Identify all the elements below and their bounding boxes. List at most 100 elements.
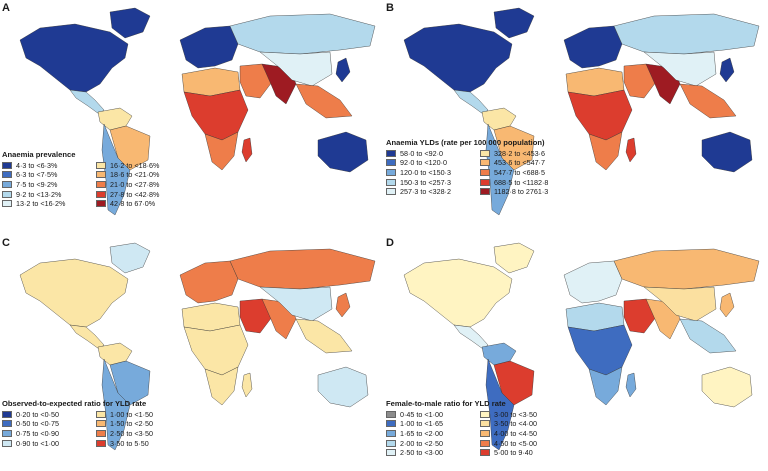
legend-swatch bbox=[480, 430, 490, 438]
region-north-america bbox=[403, 23, 513, 93]
legend-swatch bbox=[386, 439, 396, 447]
region-south-america-south bbox=[101, 358, 131, 451]
legend-item: 453·6 to <547·7 bbox=[480, 158, 570, 168]
legend-swatch bbox=[96, 161, 106, 169]
legend-item: 3·50 to <4·00 bbox=[480, 419, 570, 429]
legend-swatch bbox=[2, 420, 12, 428]
region-africa-south bbox=[588, 366, 623, 406]
legend-swatch bbox=[96, 181, 106, 189]
legend-label: 2·50 to <3·00 bbox=[400, 448, 443, 458]
region-central-america bbox=[69, 89, 105, 115]
region-north-america bbox=[19, 23, 129, 93]
legend-label: 4·3 to <6·3% bbox=[16, 160, 58, 170]
legend-item: 0·50 to <0·75 bbox=[2, 419, 92, 429]
world-map bbox=[403, 242, 760, 451]
legend-item: 328·2 to <453·6 bbox=[480, 149, 570, 159]
legend-swatch bbox=[96, 190, 106, 198]
legend: Anaemia YLDs (rate per 100 000 populatio… bbox=[386, 138, 570, 197]
legend-swatch bbox=[480, 159, 490, 167]
legend-swatch bbox=[386, 188, 396, 196]
legend-label: 92·0 to <120·0 bbox=[400, 158, 447, 168]
legend-swatch bbox=[96, 420, 106, 428]
legend-swatch bbox=[386, 449, 396, 457]
panel-letter: D bbox=[386, 237, 394, 249]
region-europe bbox=[179, 25, 239, 69]
legend-item: 6·3 to <7·5% bbox=[2, 170, 92, 180]
region-southeast-asia bbox=[679, 83, 737, 119]
region-sub-saharan-africa bbox=[183, 89, 249, 141]
region-sub-saharan-africa bbox=[567, 324, 633, 376]
legend: Female-to-male ratio for YLD rate 0·45 to… bbox=[386, 399, 570, 458]
legend-swatch bbox=[480, 439, 490, 447]
legend-label: 1·50 to <2·50 bbox=[110, 419, 153, 429]
legend-item: 92·0 to <120·0 bbox=[386, 158, 476, 168]
legend-grid: 58·0 to <92·0 92·0 to <120·0 120·0 to <150… bbox=[386, 149, 570, 197]
legend-item: 3·00 to <3·50 bbox=[480, 410, 570, 420]
legend-item: 150·3 to <257·3 bbox=[386, 177, 476, 187]
legend-label: 4·00 to <4·50 bbox=[494, 428, 537, 438]
map-panel-c: C Observed-to-expected ratio for YLD rate… bbox=[0, 235, 384, 470]
legend-item: 1·65 to <2·00 bbox=[386, 429, 476, 439]
legend-item: 0·45 to <1·00 bbox=[386, 410, 476, 420]
region-greenland bbox=[493, 7, 535, 39]
legend-label: 27·8 to <42·8% bbox=[110, 189, 160, 199]
legend-label: 1182·8 to 2761·3 bbox=[494, 187, 549, 197]
region-sub-saharan-africa bbox=[183, 324, 249, 376]
world-map bbox=[19, 7, 376, 216]
legend-swatch bbox=[480, 149, 490, 157]
region-japan bbox=[719, 292, 735, 318]
region-southeast-asia bbox=[679, 318, 737, 354]
region-north-america bbox=[403, 258, 513, 328]
panel-letter: B bbox=[386, 2, 394, 14]
legend-label: 2·00 to <2·50 bbox=[400, 438, 443, 448]
region-madagascar bbox=[241, 372, 253, 398]
legend-label: 0·75 to <0·90 bbox=[16, 428, 59, 438]
legend-swatch bbox=[386, 420, 396, 428]
region-madagascar bbox=[241, 137, 253, 163]
legend-swatch bbox=[2, 200, 12, 208]
legend-label: 7·5 to <9·2% bbox=[16, 179, 58, 189]
legend-item: 16·2 to <18·6% bbox=[96, 161, 186, 171]
legend: Anaemia prevalence 4·3 to <6·3% 6·3 to <7·… bbox=[2, 150, 186, 209]
legend-label: 0·50 to <0·75 bbox=[16, 419, 59, 429]
legend-item: 688·5 to <1182·8 bbox=[480, 177, 570, 187]
legend-item: 1182·8 to 2761·3 bbox=[480, 187, 570, 197]
legend-item: 2·00 to <2·50 bbox=[386, 438, 476, 448]
legend-item: 42·8 to 67·0% bbox=[96, 199, 186, 209]
legend-label: 3·00 to <3·50 bbox=[494, 409, 537, 419]
map-panel-b: B Anaemia YLDs (rate per 100 000 populati… bbox=[384, 0, 768, 235]
legend-swatch bbox=[96, 430, 106, 438]
region-greenland bbox=[493, 242, 535, 274]
region-australia bbox=[701, 366, 753, 408]
legend-item: 3·50 to 5·50 bbox=[96, 438, 186, 448]
legend-swatch bbox=[386, 169, 396, 177]
legend-label: 453·6 to <547·7 bbox=[494, 158, 545, 168]
legend-title: Anaemia prevalence bbox=[2, 150, 76, 159]
legend-label: 6·3 to <7·5% bbox=[16, 170, 58, 180]
legend-swatch bbox=[2, 161, 12, 169]
legend-label: 257·3 to <328·2 bbox=[400, 187, 451, 197]
legend-label: 328·2 to <453·6 bbox=[494, 148, 545, 158]
legend-item: 257·3 to <328·2 bbox=[386, 187, 476, 197]
region-sub-saharan-africa bbox=[567, 89, 633, 141]
map-panel-a: A Anaemia prevalence 4·3 to <6·3% 6·3 to <7… bbox=[0, 0, 384, 235]
legend-item: 4·50 to <5·00 bbox=[480, 438, 570, 448]
legend-label: 0·90 to <1·00 bbox=[16, 438, 59, 448]
legend-label: 120·0 to <150·3 bbox=[400, 167, 451, 177]
region-africa-south bbox=[204, 366, 239, 406]
legend-item: 4·3 to <6·3% bbox=[2, 161, 92, 171]
legend-swatch bbox=[96, 171, 106, 179]
region-japan bbox=[335, 292, 351, 318]
legend-grid: 4·3 to <6·3% 6·3 to <7·5% 7·5 to <9·2% 9·2 … bbox=[2, 161, 186, 209]
region-southeast-asia bbox=[295, 318, 353, 354]
region-japan bbox=[335, 57, 351, 83]
legend-title: Anaemia YLDs (rate per 100 000 populatio… bbox=[386, 138, 545, 147]
legend-swatch bbox=[96, 439, 106, 447]
legend-item: 1·00 to <1·50 bbox=[96, 410, 186, 420]
legend-swatch bbox=[480, 169, 490, 177]
legend-item: 21·0 to <27·8% bbox=[96, 180, 186, 190]
region-japan bbox=[719, 57, 735, 83]
legend-swatch bbox=[480, 188, 490, 196]
legend-label: 0·45 to <1·00 bbox=[400, 409, 443, 419]
legend-grid: 0·45 to <1·00 1·00 to <1·65 1·65 to <2·00 2… bbox=[386, 410, 570, 458]
